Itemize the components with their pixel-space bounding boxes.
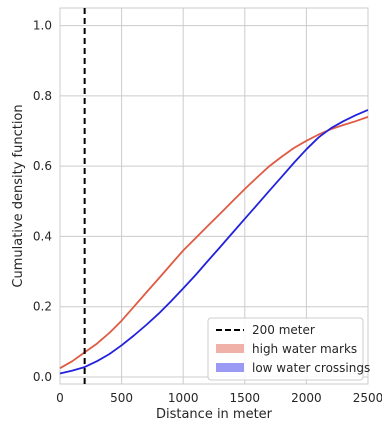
x-tick-label: 0	[56, 391, 64, 405]
y-tick-label: 0.8	[33, 89, 52, 103]
x-tick-label: 1000	[168, 391, 199, 405]
legend-label-high-water-marks: high water marks	[252, 342, 357, 356]
legend-label-vline: 200 meter	[252, 323, 315, 337]
x-tick-label: 2500	[353, 391, 382, 405]
legend-frame	[207, 317, 364, 381]
series-line-high-water-marks	[59, 116, 369, 369]
legend-swatch-high-water-marks	[216, 344, 244, 353]
y-tick-label: 0.6	[33, 159, 52, 173]
y-tick-label: 0.0	[33, 370, 52, 384]
x-axis-label: Distance in meter	[156, 407, 273, 422]
legend-swatch-low-water-crossings	[216, 363, 244, 372]
legend-label-low-water-crossings: low water crossings	[252, 361, 370, 375]
tick-labels: 0 500 1000 1500 2000 2500 0.0 0.2 0.4 0.6 0.8 1.0	[33, 19, 382, 405]
y-tick-label: 1.0	[33, 19, 52, 33]
y-tick-label: 0.2	[33, 300, 52, 314]
series-line-low-water-crossings	[59, 109, 369, 375]
x-tick-label: 2000	[291, 391, 322, 405]
y-axis-label: Cumulative density function	[11, 104, 26, 287]
y-tick-label: 0.4	[33, 229, 52, 243]
series-layer	[59, 109, 369, 375]
x-tick-label: 1500	[230, 391, 261, 405]
x-tick-label: 500	[110, 391, 133, 405]
legend: 200 meter high water marks low water cro…	[207, 317, 370, 381]
